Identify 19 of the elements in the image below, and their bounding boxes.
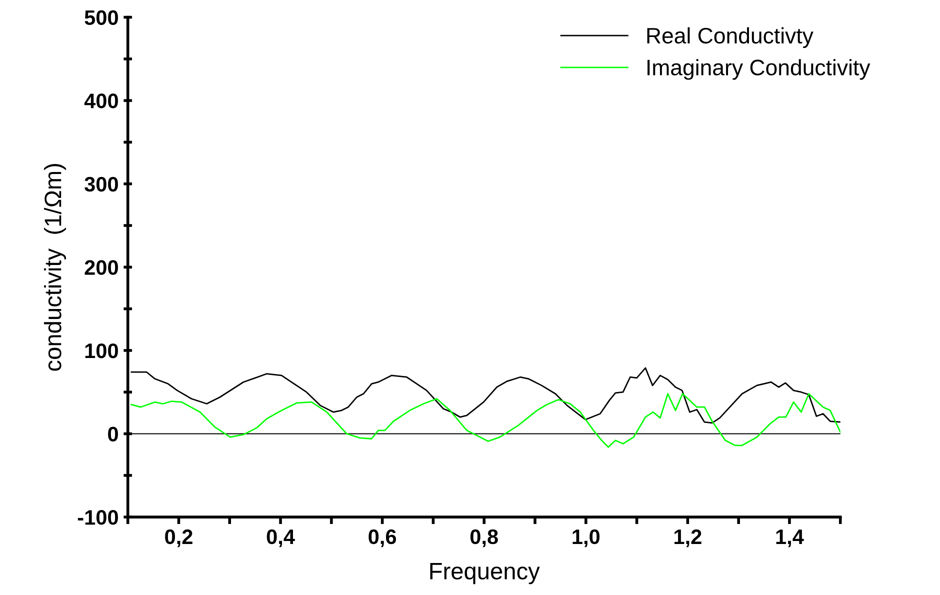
x-tick-label: 1,4: [776, 530, 804, 548]
y-tick-label: 0: [108, 426, 118, 442]
y-tick-label: 300: [84, 176, 118, 192]
x-tick-label: 0,6: [368, 529, 396, 548]
y-tick-label: 400: [84, 94, 118, 108]
x-tick-label: 0,4: [266, 529, 295, 548]
line-series: [130, 393, 840, 448]
x-tick-label: 0,8: [470, 529, 498, 548]
legend-label: Imaginary Conductivity: [648, 59, 870, 80]
y-axis-title: conductivity (1/Ωm): [44, 164, 66, 371]
x-tick-label: 0,2: [165, 529, 192, 548]
y-tick-label: 200: [84, 260, 118, 275]
x-tick-label: 1,2: [674, 529, 702, 548]
y-tick-label: -100: [78, 510, 118, 525]
y-tick-label: 100: [85, 343, 118, 358]
y-tick-label: 500: [84, 10, 118, 26]
legend-label: Real Conductivty: [647, 27, 814, 48]
x-axis-title: Frequency: [430, 563, 540, 584]
x-tick-label: 1,0: [572, 529, 600, 548]
